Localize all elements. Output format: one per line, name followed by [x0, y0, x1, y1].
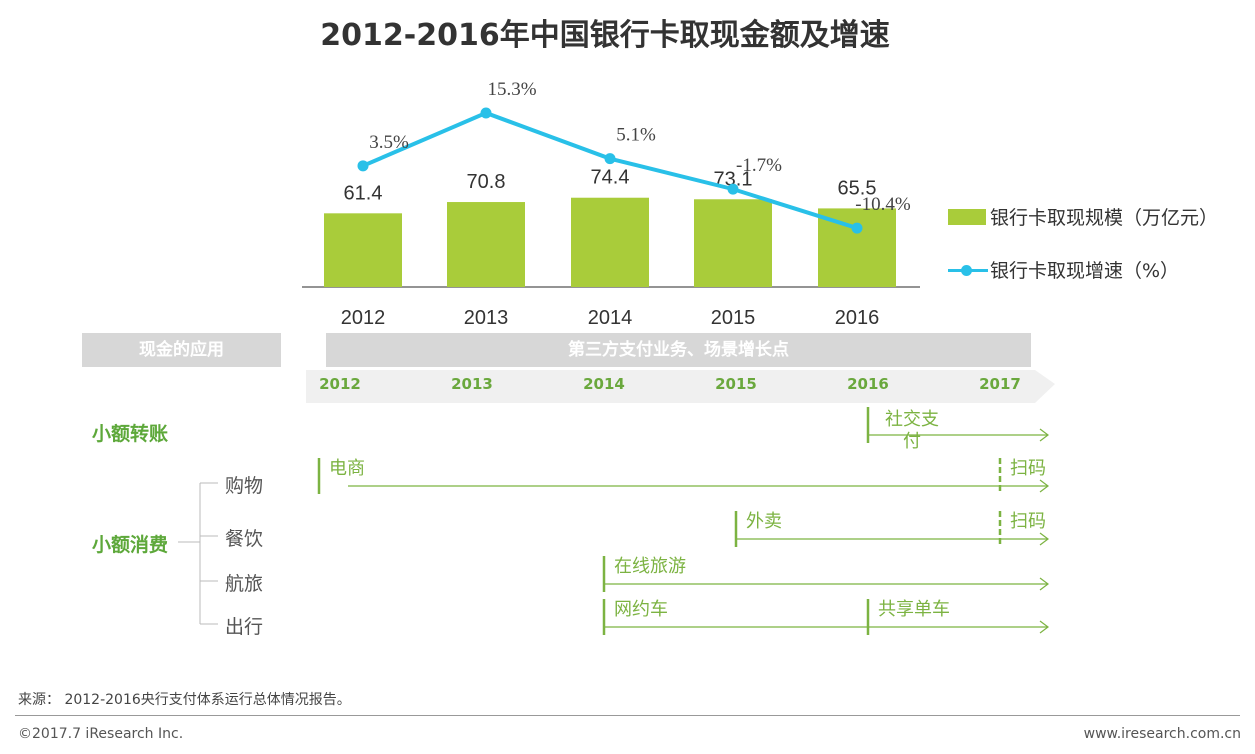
event-label-1-1-1: 扫码	[1010, 511, 1046, 532]
timeline-year-2013: 2013	[451, 375, 493, 393]
sub-label-1-1: 餐饮	[225, 528, 264, 550]
growth-label-2015: -1.7%	[736, 155, 782, 176]
timeline-arrowhead-1-3	[1039, 620, 1049, 634]
timeline-arrowhead-1-1	[1039, 532, 1049, 546]
x-tick-2016: 2016	[835, 307, 880, 329]
bar-2015	[694, 199, 772, 287]
legend-line-label: 银行卡取现增速（%）	[990, 260, 1180, 282]
bar-2014	[571, 197, 649, 287]
event-label-1-0-0: 电商	[329, 458, 365, 479]
legend-bar-swatch	[948, 208, 986, 225]
sub-label-1-0: 购物	[225, 475, 264, 497]
source-note: 来源： 2012-2016央行支付体系运行总体情况报告。	[18, 692, 351, 708]
cash-usage-box: 现金的应用	[82, 333, 281, 367]
bar-2013	[447, 202, 525, 287]
timeline-year-2014: 2014	[583, 375, 625, 393]
bar-label-2012: 61.4	[344, 182, 383, 204]
event-label-1-1-0: 外卖	[746, 511, 782, 532]
growth-point-2014	[604, 153, 616, 165]
website: www.iresearch.com.cn	[1083, 726, 1241, 742]
timeline-arrowhead-0-0	[1039, 428, 1049, 442]
bar-label-2014: 74.4	[591, 167, 630, 189]
copyright: ©2017.7 iResearch Inc.	[18, 726, 184, 742]
timeline-arrowhead-1-0	[1039, 479, 1049, 493]
legend-line-swatch	[948, 262, 988, 278]
bar-label-2013: 70.8	[467, 171, 506, 193]
timeline-year-2016: 2016	[847, 375, 889, 393]
timeline-year-2012: 2012	[319, 375, 361, 393]
chart-title: 2012-2016年中国银行卡取现金额及增速	[320, 18, 890, 53]
timeline-arrow	[306, 370, 1055, 403]
growth-point-2013	[480, 107, 492, 119]
chart-area: 61.4201270.8201374.4201473.1201565.52016…	[178, 79, 1055, 635]
footer-divider	[15, 715, 1240, 716]
timeline-arrowhead-1-2	[1039, 577, 1049, 591]
growth-label-2012: 3.5%	[369, 132, 409, 153]
x-tick-2013: 2013	[464, 307, 509, 329]
x-tick-2012: 2012	[341, 307, 386, 329]
x-tick-2015: 2015	[711, 307, 756, 329]
growth-point-2015	[727, 183, 739, 195]
growth-point-2012	[357, 160, 369, 172]
legend-line: 银行卡取现增速（%）	[948, 256, 1179, 283]
category-label-0: 小额转账	[92, 423, 169, 445]
sub-label-1-3: 出行	[225, 616, 264, 638]
category-label-1: 小额消费	[92, 534, 169, 556]
event-label-1-3-1: 共享单车	[878, 599, 950, 620]
timeline-year-2017: 2017	[979, 375, 1021, 393]
bar-label-2016: 65.5	[838, 177, 877, 199]
timeline-year-2015: 2015	[715, 375, 757, 393]
legend-bar: 银行卡取现规模（万亿元）	[948, 203, 1218, 230]
growth-label-2013: 15.3%	[487, 79, 536, 100]
event-label-1-0-1: 扫码	[1010, 458, 1046, 479]
event-label-1-3-0: 网约车	[614, 599, 668, 620]
third-party-box: 第三方支付业务、场景增长点	[326, 333, 1031, 367]
event-label-1-2-0: 在线旅游	[614, 556, 686, 577]
bar-2012	[324, 213, 402, 287]
growth-point-2016	[851, 222, 863, 234]
sub-label-1-2: 航旅	[225, 573, 264, 595]
event-label-0-0-0: 社交支付	[885, 409, 939, 452]
x-tick-2014: 2014	[588, 307, 633, 329]
growth-label-2016: -10.4%	[855, 194, 911, 215]
legend-bar-label: 银行卡取现规模（万亿元）	[990, 207, 1219, 229]
growth-label-2014: 5.1%	[616, 125, 656, 146]
